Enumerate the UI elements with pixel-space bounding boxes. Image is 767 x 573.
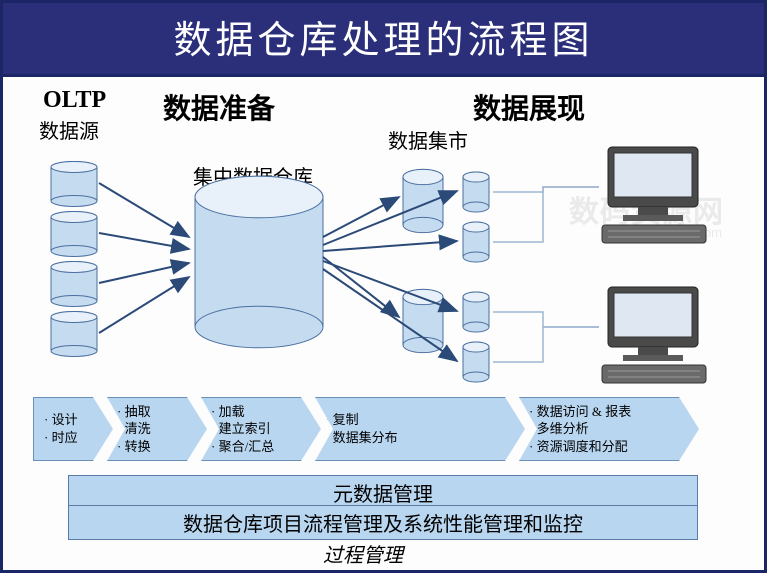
page-title: 数据仓库处理的流程图	[3, 3, 764, 77]
process-step-line: 多维分析	[529, 420, 631, 438]
process-step-line: 数据访问 & 报表	[529, 403, 631, 421]
process-step: 复制数据集分布	[315, 397, 525, 461]
header-present: 数据展现	[473, 87, 585, 127]
oltp-subtitle: 数据源	[39, 115, 99, 144]
process-step: 抽取清洗转换	[107, 397, 207, 461]
process-step-line: 数据集分布	[325, 429, 398, 447]
diagram-canvas: 数据准备 数据展现 OLTP 数据源 集中数据仓库 数据集市 数码资源网 www…	[3, 77, 764, 573]
process-step-line: 时应	[44, 429, 78, 447]
process-step-line: 聚合/汇总	[211, 438, 274, 456]
process-step-line: 清洗	[117, 420, 151, 438]
watermark-url: www.smzy.com	[633, 225, 722, 240]
process-step-line: 抽取	[117, 403, 151, 421]
process-row: 设计时应抽取清洗转换加载建立索引聚合/汇总复制数据集分布数据访问 & 报表多维分…	[33, 397, 693, 461]
process-step-line: 资源调度和分配	[529, 438, 631, 456]
central-dw-label: 集中数据仓库	[193, 161, 313, 190]
process-step: 设计时应	[33, 397, 113, 461]
meta-bar-2: 数据仓库项目流程管理及系统性能管理和监控	[68, 505, 698, 540]
bottom-label: 过程管理	[323, 539, 403, 568]
data-mart-label: 数据集市	[388, 125, 468, 154]
process-step-line: 设计	[44, 411, 78, 429]
process-step: 数据访问 & 报表多维分析资源调度和分配	[519, 397, 699, 461]
process-step-line: 加载	[211, 403, 274, 421]
process-step-line: 建立索引	[211, 420, 274, 438]
process-step: 加载建立索引聚合/汇总	[201, 397, 321, 461]
header-prep: 数据准备	[163, 87, 275, 127]
process-step-line: 复制	[325, 411, 398, 429]
oltp-title: OLTP	[43, 87, 106, 114]
process-step-line: 转换	[117, 438, 151, 456]
